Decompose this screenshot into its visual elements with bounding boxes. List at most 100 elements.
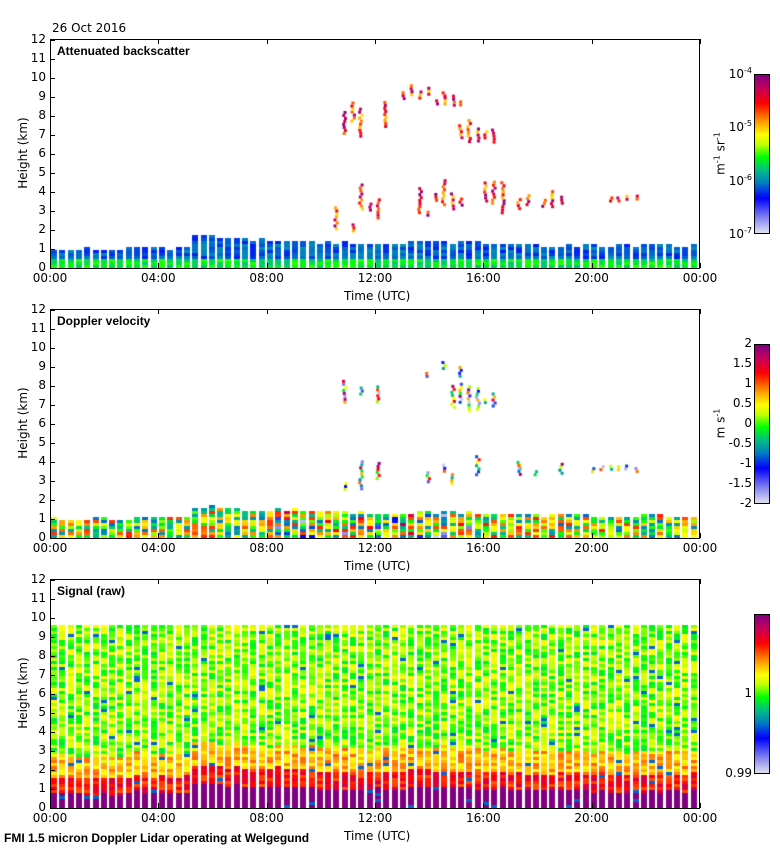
heatmap-canvas (51, 40, 699, 268)
y-tick-label: 10 (30, 610, 46, 624)
x-tick-label: 04:00 (141, 541, 176, 555)
x-tick-label: 00:00 (682, 541, 718, 555)
y-tick-mark (50, 78, 55, 79)
x-tick-mark-top (483, 39, 485, 44)
x-tick-mark (158, 533, 160, 538)
y-tick-mark (50, 230, 55, 231)
y-tick-mark (50, 40, 55, 41)
x-tick-mark-top (375, 309, 376, 314)
x-tick-label: 20:00 (574, 541, 609, 555)
colorbar-tick-label: -2 (740, 496, 752, 510)
y-tick-label: 9 (38, 89, 46, 103)
colorbar-unit: m-1 sr-1 (712, 132, 728, 175)
x-tick-mark-top (591, 309, 593, 314)
y-tick-mark (50, 694, 55, 695)
y-tick-mark (50, 329, 55, 330)
x-tick-mark-top (700, 309, 701, 314)
y-tick-label: 5 (38, 435, 46, 449)
y-tick-label: 8 (38, 378, 46, 392)
colorbar-tick-label: 10-5 (728, 119, 752, 135)
y-tick-label: 6 (38, 146, 46, 160)
y-tick-label: 5 (38, 705, 46, 719)
y-tick-label: 12 (30, 572, 46, 586)
y-tick-label: 10 (30, 70, 46, 84)
y-tick-label: 4 (38, 724, 46, 738)
x-tick-mark-top (158, 579, 160, 584)
y-tick-mark (50, 310, 55, 311)
y-tick-label: 12 (30, 32, 46, 46)
y-tick-mark (50, 751, 55, 752)
panel-title: Doppler velocity (57, 314, 151, 328)
y-tick-label: 0 (38, 260, 46, 274)
x-tick-label: 12:00 (357, 811, 393, 825)
x-tick-label: 08:00 (249, 541, 284, 555)
footer-caption: FMI 1.5 micron Doppler Lidar operating a… (4, 831, 310, 845)
y-tick-label: 12 (30, 302, 46, 316)
x-tick-label: 00:00 (682, 271, 718, 285)
plot-panel-2: Signal (raw) (50, 579, 700, 809)
x-tick-mark-top (266, 309, 268, 314)
x-tick-mark-top (700, 579, 701, 584)
y-tick-label: 4 (38, 454, 46, 468)
y-tick-mark (50, 599, 55, 600)
y-tick-mark (50, 789, 55, 790)
plot-panel-1: Doppler velocity (50, 309, 700, 539)
y-tick-mark (50, 808, 55, 809)
x-tick-mark (375, 533, 376, 538)
y-tick-mark (50, 249, 55, 250)
colorbar-tick-label: -0.5 (728, 436, 752, 450)
y-tick-label: 2 (38, 492, 46, 506)
x-tick-mark (375, 263, 376, 268)
x-tick-mark (483, 533, 485, 538)
x-tick-label: 08:00 (249, 271, 284, 285)
x-tick-label: 00:00 (682, 811, 718, 825)
colorbar-unit: m s-1 (712, 408, 728, 439)
x-tick-mark-top (50, 309, 51, 314)
y-tick-mark (50, 656, 55, 657)
y-tick-mark (50, 173, 55, 174)
x-tick-mark (591, 263, 593, 268)
y-tick-mark (50, 268, 55, 269)
colorbar-tick-label: 1 (744, 686, 752, 700)
colorbar-tick-label: 1 (744, 376, 752, 390)
y-tick-label: 10 (30, 340, 46, 354)
colorbar-tick-label: -1.5 (728, 476, 752, 490)
heatmap-canvas (51, 310, 699, 538)
x-tick-label: 12:00 (357, 271, 393, 285)
x-tick-mark-top (50, 579, 51, 584)
y-tick-mark (50, 386, 55, 387)
y-tick-mark (50, 211, 55, 212)
date-label: 26 Oct 2016 (52, 21, 127, 35)
x-tick-mark (50, 803, 51, 808)
y-tick-label: 11 (30, 321, 46, 335)
y-tick-mark (50, 732, 55, 733)
y-tick-mark (50, 154, 55, 155)
y-tick-label: 7 (38, 667, 46, 681)
x-tick-mark-top (158, 39, 160, 44)
x-tick-mark-top (700, 39, 701, 44)
x-tick-label: 04:00 (141, 271, 176, 285)
x-tick-mark (591, 803, 593, 808)
y-tick-label: 1 (38, 511, 46, 525)
y-tick-label: 11 (30, 51, 46, 65)
y-tick-label: 7 (38, 127, 46, 141)
colorbar-tick-label: 2 (744, 336, 752, 350)
x-tick-mark-top (375, 39, 376, 44)
colorbar-tick-label: 0.5 (732, 396, 752, 410)
y-axis-label: Height (km) (16, 117, 30, 189)
x-tick-mark (591, 533, 593, 538)
y-tick-label: 9 (38, 629, 46, 643)
heatmap-canvas (51, 580, 699, 808)
y-tick-mark (50, 637, 55, 638)
x-tick-mark (158, 803, 160, 808)
y-tick-label: 11 (30, 591, 46, 605)
y-tick-label: 8 (38, 108, 46, 122)
x-tick-mark-top (483, 309, 485, 314)
x-tick-mark-top (266, 39, 268, 44)
y-tick-label: 9 (38, 359, 46, 373)
x-tick-label: 16:00 (466, 271, 501, 285)
colorbar-tick-label: 10-6 (728, 172, 752, 188)
x-tick-mark (375, 803, 376, 808)
y-tick-label: 5 (38, 165, 46, 179)
x-tick-mark (700, 803, 701, 808)
